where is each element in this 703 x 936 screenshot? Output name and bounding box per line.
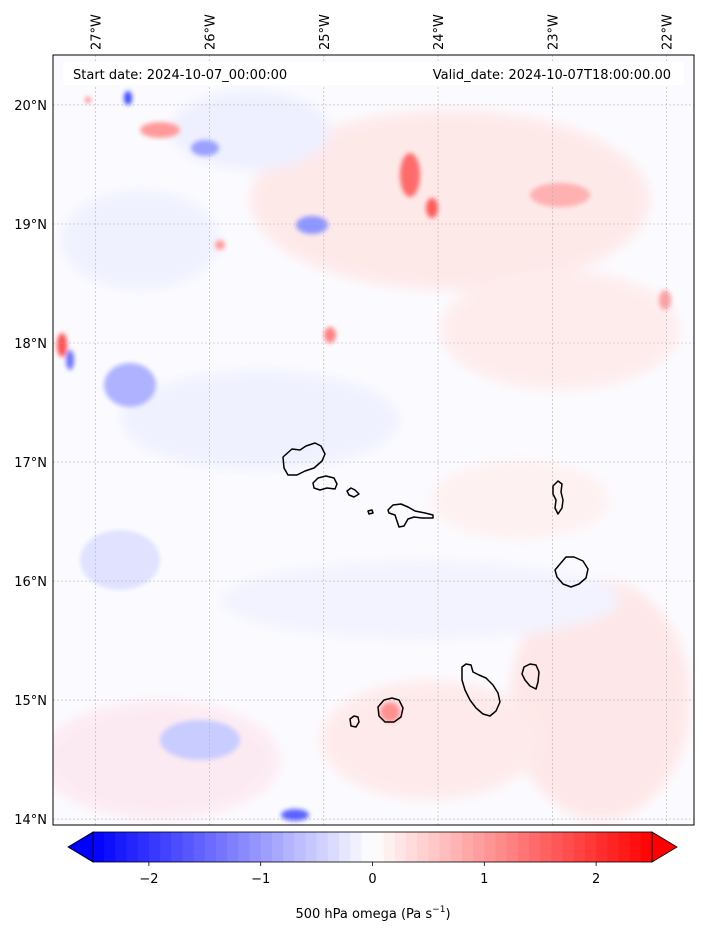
lat-tick-label: 17°N: [14, 456, 47, 471]
longitude-labels: 27°W 26°W 25°W 24°W 23°W 22°W: [89, 14, 675, 50]
colorbar-cell: [461, 832, 474, 862]
colorbar-cell: [484, 832, 497, 862]
colorbar-cell: [93, 832, 105, 862]
colorbar-cell: [227, 832, 239, 862]
colorbar-tick-label: 0: [368, 872, 376, 887]
island-fogo: [377, 697, 404, 723]
lon-tick-label: 22°W: [661, 14, 676, 50]
colorbar-cell: [584, 832, 597, 862]
island-maio: [521, 663, 540, 690]
latitude-labels: 20°N 19°N 18°N 17°N 16°N 15°N 14°N: [14, 99, 47, 828]
island-santo-antao: [282, 442, 326, 476]
colorbar-cell: [182, 832, 195, 862]
colorbar-cell: [238, 832, 251, 862]
colorbar-extend-min: [67, 831, 94, 863]
colorbar-cell: [596, 832, 608, 862]
lon-tick-label: 25°W: [318, 14, 333, 50]
colorbar-cell: [316, 832, 329, 862]
colorbar-cell: [450, 832, 463, 862]
colorbar-cell: [104, 832, 116, 862]
lat-tick-label: 19°N: [14, 218, 47, 233]
colorbar-cell: [137, 832, 150, 862]
colorbar-tick-label: −1: [251, 872, 270, 887]
colorbar-tick-label: 2: [592, 872, 600, 887]
colorbar-cell: [283, 832, 295, 862]
colorbar-cell: [160, 832, 172, 862]
colorbar-cell: [562, 832, 575, 862]
colorbar-cell: [327, 832, 340, 862]
colorbar-cell: [260, 832, 273, 862]
colorbar-cell: [473, 832, 485, 862]
colorbar-cell: [361, 832, 374, 862]
map-frame: [52, 54, 695, 826]
lat-tick-label: 18°N: [14, 337, 47, 352]
colorbar-cell: [215, 832, 228, 862]
lon-tick-label: 27°W: [89, 14, 104, 50]
colorbar-cell: [305, 832, 318, 862]
lon-tick-label: 23°W: [546, 14, 561, 50]
colorbar-cells: [93, 832, 653, 862]
colorbar-cell: [573, 832, 586, 862]
colorbar-cell: [607, 832, 620, 862]
colorbar-cell: [439, 832, 452, 862]
colorbar-cell: [640, 832, 653, 862]
colorbar-cell: [529, 832, 541, 862]
colorbar-cell: [506, 832, 519, 862]
colorbar-cell: [417, 832, 429, 862]
colorbar-tick-label: 1: [480, 872, 488, 887]
lat-tick-label: 14°N: [14, 813, 47, 828]
colorbar-cell: [383, 832, 396, 862]
colorbar-cell: [126, 832, 139, 862]
colorbar-cell: [551, 832, 564, 862]
island-sao-vicente: [312, 475, 338, 491]
lat-tick-label: 15°N: [14, 694, 47, 709]
colorbar-cell: [249, 832, 262, 862]
colorbar-cell: [115, 832, 128, 862]
colorbar-cell: [428, 832, 441, 862]
colorbar-tick-label: −2: [139, 872, 158, 887]
colorbar-cell: [629, 832, 642, 862]
island-sal: [552, 480, 564, 515]
colorbar-cell: [171, 832, 184, 862]
colorbar-cell: [394, 832, 407, 862]
colorbar-cell: [294, 832, 307, 862]
island-santiago: [461, 663, 501, 717]
coastlines: [282, 442, 589, 728]
colorbar-cell: [148, 832, 161, 862]
island-boa-vista: [554, 556, 589, 588]
lon-tick-label: 26°W: [204, 14, 219, 50]
colorbar-extend-max: [651, 831, 678, 863]
island-brava: [349, 715, 360, 728]
island-sao-nicolau: [387, 503, 434, 528]
island-santa-luzia: [346, 487, 360, 498]
lat-tick-label: 20°N: [14, 99, 47, 114]
colorbar-cell: [406, 832, 418, 862]
colorbar-cell: [517, 832, 530, 862]
colorbar-cell: [193, 832, 206, 862]
valid-date: Valid_date: 2024-10-07T18:00:00.00: [433, 68, 671, 83]
colorbar-cell: [372, 832, 385, 862]
omega-field: [53, 90, 690, 821]
header-banner: [63, 62, 684, 85]
colorbar: −2 −1 0 1 2 500 hPa omega (Pa s−1): [67, 831, 678, 922]
colorbar-cell: [338, 832, 351, 862]
start-date: Start date: 2024-10-07_00:00:00: [73, 68, 287, 83]
colorbar-cell: [495, 832, 508, 862]
lon-tick-label: 24°W: [432, 14, 447, 50]
gridlines: [53, 55, 694, 825]
lat-tick-label: 16°N: [14, 575, 47, 590]
map-panel: Start date: 2024-10-07_00:00:00 Valid_da…: [52, 54, 695, 826]
colorbar-cell: [618, 832, 631, 862]
colorbar-label: 500 hPa omega (Pa s−1): [295, 905, 450, 922]
colorbar-cell: [271, 832, 284, 862]
colorbar-ticks: −2 −1 0 1 2: [139, 862, 600, 887]
island-raso: [367, 509, 374, 515]
colorbar-cell: [204, 832, 217, 862]
colorbar-cell: [540, 832, 552, 862]
colorbar-cell: [350, 832, 362, 862]
